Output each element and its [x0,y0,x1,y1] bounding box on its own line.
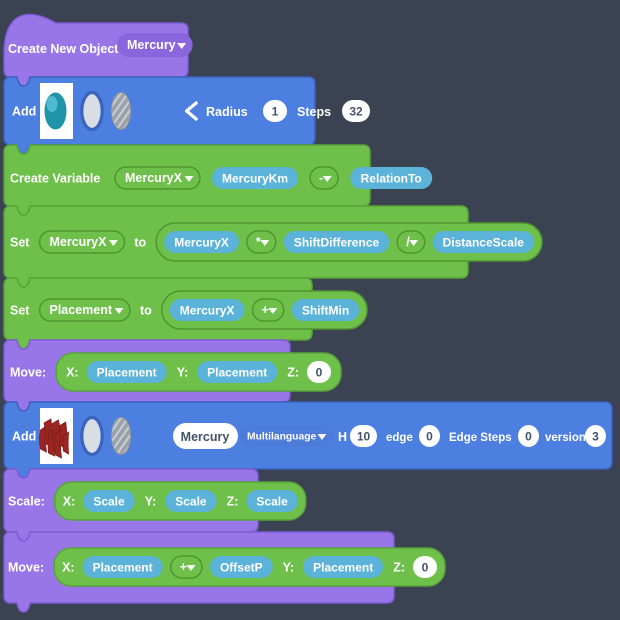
svg-text:32: 32 [349,104,363,118]
svg-text:X:: X: [62,561,75,575]
svg-text:Create New Object: Create New Object [8,42,119,56]
svg-text:Scale:: Scale: [8,495,45,509]
svg-text:Placement: Placement [50,303,113,317]
svg-text:+: + [180,560,187,574]
svg-text:3: 3 [592,429,599,443]
svg-text:Y:: Y: [145,495,157,509]
svg-text:MercuryX: MercuryX [174,235,229,249]
svg-text:Move:: Move: [8,561,44,575]
svg-text:*: * [256,235,261,249]
svg-text:to: to [134,236,146,250]
svg-text:1: 1 [272,104,279,118]
svg-text:Edge Steps: Edge Steps [449,432,512,444]
svg-text:Placement: Placement [97,365,157,379]
svg-text:edge: edge [386,432,413,444]
svg-text:Mercury: Mercury [181,430,230,444]
svg-text:MercuryX: MercuryX [50,235,108,249]
svg-text:/: / [406,235,410,249]
svg-text:0: 0 [316,365,323,379]
svg-text:DistanceScale: DistanceScale [443,235,525,249]
svg-text:X:: X: [66,366,79,380]
svg-text:Z:: Z: [287,366,299,380]
svg-text:Y:: Y: [177,366,189,380]
svg-text:Scale: Scale [175,494,207,508]
svg-text:Placement: Placement [207,365,267,379]
svg-text:ShiftDifference: ShiftDifference [294,235,380,249]
svg-text:Add: Add [12,105,36,119]
svg-text:Multilanguage: Multilanguage [247,432,316,443]
svg-text:Set: Set [10,236,30,250]
svg-text:X:: X: [63,495,76,509]
svg-text:0: 0 [422,560,429,574]
svg-text:OffsetP: OffsetP [220,560,263,574]
svg-text:Add: Add [12,430,36,444]
svg-text:Set: Set [10,304,30,318]
svg-text:Radius: Radius [206,105,248,119]
svg-text:MercuryKm: MercuryKm [222,171,288,185]
svg-text:MercuryX: MercuryX [125,171,183,185]
svg-text:Placement: Placement [93,560,153,574]
svg-text:+: + [262,303,269,317]
svg-text:Z:: Z: [227,495,239,509]
svg-text:RelationTo: RelationTo [361,171,422,185]
svg-text:Steps: Steps [297,105,331,119]
svg-text:Scale: Scale [256,494,288,508]
svg-text:Mercury: Mercury [127,38,176,52]
svg-text:Scale: Scale [93,494,125,508]
svg-text:Move:: Move: [10,366,46,380]
svg-text:10: 10 [357,429,371,443]
svg-text:version: version [545,432,586,444]
svg-text:Y:: Y: [283,561,295,575]
svg-text:H: H [338,430,347,444]
svg-text:Placement: Placement [313,560,373,574]
svg-text:Create Variable: Create Variable [10,172,100,186]
svg-text:0: 0 [525,429,532,443]
svg-text:ShiftMin: ShiftMin [302,303,349,317]
svg-text:-: - [319,171,323,185]
svg-text:to: to [140,304,152,318]
svg-text:MercuryX: MercuryX [180,303,235,317]
svg-text:0: 0 [426,429,433,443]
svg-text:Z:: Z: [393,561,405,575]
